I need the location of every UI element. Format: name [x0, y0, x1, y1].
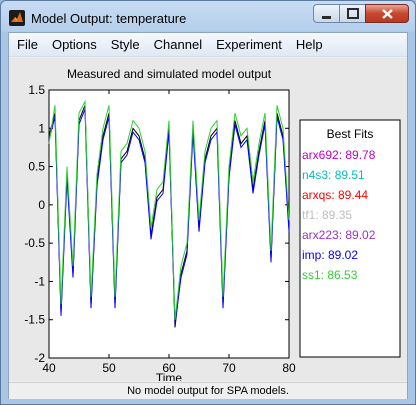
figure-canvas: Measured and simulated model output 40 50…	[24, 67, 401, 385]
matlab-logo-icon	[9, 10, 25, 26]
status-text: No model output for SPA models.	[127, 385, 289, 397]
x-tick-label: 80	[282, 361, 296, 375]
series-line-2	[48, 99, 290, 320]
caption-buttons	[313, 4, 409, 24]
chart-title: Measured and simulated model output	[67, 67, 272, 81]
x-tick-label: 70	[222, 361, 236, 375]
close-button[interactable]	[365, 4, 409, 23]
y-tick-label: -1	[34, 274, 45, 288]
best-fit-entry[interactable]: arx223: 89.02	[302, 228, 376, 242]
x-tick-label: 60	[162, 361, 176, 375]
x-tick-label: 50	[102, 361, 116, 375]
x-axis-label: Time	[156, 371, 183, 381]
menu-bar: File Options Style Channel Experiment He…	[9, 33, 407, 57]
y-tick-label: -1.5	[24, 313, 45, 327]
y-tick-label: 1	[38, 121, 45, 135]
maximize-icon	[347, 8, 359, 19]
y-axis: -2 -1.5 -1 -0.5 0 0.5 1 1.5	[24, 83, 289, 365]
maximize-button[interactable]	[339, 4, 365, 23]
best-fits-list: arx692: 89.78 n4s3: 89.51 arxqs: 89.44 tf1:…	[302, 148, 376, 282]
best-fit-entry[interactable]: ss1: 86.53	[302, 268, 358, 282]
best-fit-entry[interactable]: n4s3: 89.51	[302, 168, 365, 182]
figure-area: Measured and simulated model output 40 50…	[9, 58, 407, 385]
series-lines	[48, 99, 290, 328]
minimize-button[interactable]	[313, 4, 339, 23]
best-fits-title: Best Fits	[327, 127, 374, 141]
client-area: File Options Style Channel Experiment He…	[8, 32, 408, 399]
menu-style[interactable]: Style	[110, 36, 140, 52]
menu-experiment[interactable]: Experiment	[216, 36, 282, 52]
title-bar[interactable]: Model Output: temperature	[1, 1, 415, 33]
best-fit-entry[interactable]: tf1: 89.35	[302, 208, 352, 222]
menu-channel[interactable]: Channel	[153, 36, 203, 52]
best-fit-entry[interactable]: imp: 89.02	[302, 248, 358, 262]
best-fit-entry[interactable]: arxqs: 89.44	[302, 188, 368, 202]
best-fit-entry[interactable]: arx692: 89.78	[302, 148, 376, 162]
y-tick-label: -0.5	[24, 236, 45, 250]
menu-file[interactable]: File	[17, 36, 38, 52]
y-tick-label: 0.5	[28, 160, 45, 174]
best-fits-panel[interactable]	[299, 119, 401, 358]
status-bar: No model output for SPA models.	[9, 382, 407, 399]
y-tick-label: -2	[34, 351, 45, 365]
x-tick-label: 40	[42, 361, 56, 375]
window-title: Model Output: temperature	[31, 11, 187, 26]
y-tick-label: 1.5	[28, 83, 45, 97]
close-icon	[382, 9, 393, 19]
menu-options[interactable]: Options	[51, 36, 97, 52]
minimize-icon	[322, 16, 331, 19]
y-tick-label: 0	[38, 198, 45, 212]
menu-help[interactable]: Help	[295, 36, 323, 52]
x-axis: 40 50 60 70 80	[42, 90, 296, 375]
